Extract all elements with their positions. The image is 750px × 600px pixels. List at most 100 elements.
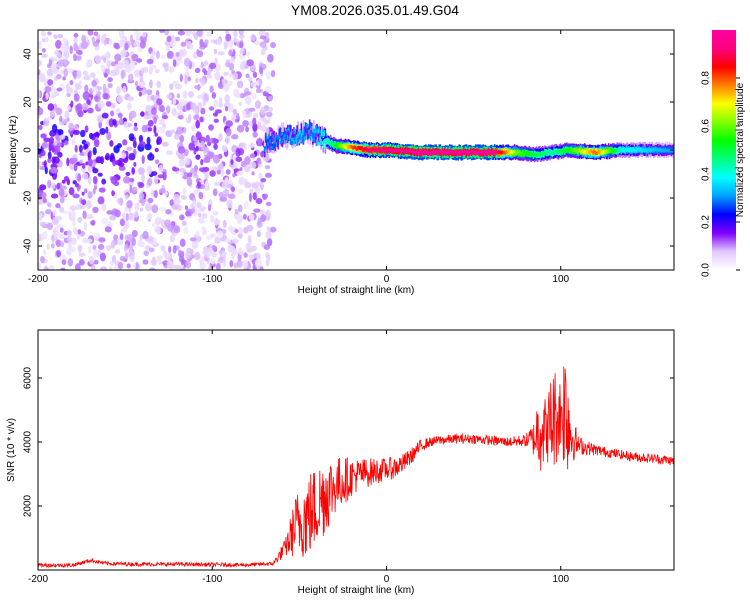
ridge-segment	[305, 123, 308, 128]
noise-cell	[38, 90, 41, 99]
ridge-segment	[302, 137, 305, 144]
noise-cell	[113, 234, 119, 240]
noise-cell	[109, 69, 117, 77]
noise-cell	[244, 155, 251, 165]
noise-cell	[183, 149, 189, 157]
noise-cell	[197, 212, 202, 218]
noise-cell	[44, 266, 49, 270]
ridge-segment	[272, 134, 274, 139]
noise-cell	[120, 69, 126, 79]
noise-cell	[38, 124, 43, 131]
noise-cell	[160, 219, 166, 228]
noise-cell	[249, 142, 255, 149]
ridge-segment	[617, 147, 619, 152]
ridge-segment	[435, 150, 437, 154]
noise-cell	[82, 172, 89, 180]
noise-cell	[50, 166, 58, 174]
ridge-segment	[267, 142, 269, 146]
ridge-segment	[550, 151, 552, 155]
x-tick-label: 100	[552, 274, 569, 285]
noise-cell	[237, 188, 244, 194]
ridge-segment	[285, 133, 288, 141]
noise-cell	[154, 147, 159, 153]
noise-cell	[190, 102, 197, 111]
ridge-segment	[581, 149, 584, 153]
noise-cell	[141, 173, 145, 183]
noise-cell	[233, 88, 239, 93]
noise-cell	[38, 233, 42, 243]
noise-cell	[208, 124, 214, 131]
noise-cell	[56, 87, 63, 92]
noise-cell	[139, 207, 144, 212]
ridge-segment	[271, 132, 273, 143]
noise-cell	[206, 70, 212, 76]
noise-cell	[229, 260, 234, 268]
noise-cell	[144, 143, 152, 151]
noise-cell	[252, 71, 258, 78]
ridge-segment	[632, 148, 635, 152]
noise-cell	[213, 48, 218, 55]
ridge-segment	[621, 148, 624, 153]
ridge-segment	[420, 151, 423, 155]
ridge-segment	[487, 149, 490, 154]
ridge-segment	[295, 137, 297, 142]
noise-cell	[40, 133, 47, 139]
noise-cell	[206, 251, 211, 259]
noise-cell	[81, 34, 86, 43]
ridge-segment	[402, 148, 405, 153]
ridge-segment	[456, 150, 458, 155]
ridge-segment	[645, 148, 648, 152]
noise-cell	[195, 154, 201, 160]
noise-cell	[182, 187, 187, 196]
ridge-segment	[374, 148, 377, 153]
noise-cell	[168, 245, 172, 254]
noise-cell	[138, 134, 144, 143]
ridge-segment	[401, 149, 404, 153]
noise-cell	[180, 41, 187, 47]
noise-cell	[104, 226, 112, 233]
noise-cell	[111, 190, 115, 197]
ridge-segment	[322, 131, 325, 139]
noise-cell	[105, 126, 109, 134]
ridge-segment	[535, 153, 538, 158]
noise-cell	[147, 177, 153, 187]
noise-cell	[60, 43, 68, 53]
noise-cell	[159, 30, 165, 34]
ridge-segment	[457, 151, 459, 156]
ridge-segment	[618, 148, 620, 153]
noise-cell	[156, 98, 163, 106]
noise-cell	[84, 84, 89, 94]
ridge-segment	[346, 144, 349, 149]
ridge-segment	[648, 148, 651, 153]
ridge-segment	[667, 149, 670, 153]
noise-cell	[200, 107, 206, 115]
ridge-segment	[266, 135, 268, 140]
noise-cell	[229, 245, 236, 252]
noise-cell	[216, 37, 222, 46]
noise-cell	[128, 153, 136, 161]
ridge-segment	[575, 148, 578, 153]
noise-cell	[235, 156, 243, 162]
noise-cell	[107, 77, 113, 83]
noise-cell	[185, 157, 191, 166]
noise-cell	[55, 39, 62, 49]
ridge-segment	[268, 138, 270, 146]
noise-cell	[103, 72, 108, 78]
ridge-segment	[306, 129, 309, 140]
noise-cell	[196, 30, 203, 37]
noise-cell	[267, 116, 271, 122]
noise-cell	[252, 131, 258, 138]
ridge-segment	[327, 141, 330, 145]
noise-cell	[249, 153, 256, 159]
noise-cell	[51, 234, 55, 243]
ridge-segment	[387, 149, 389, 153]
ridge-segment	[321, 141, 324, 145]
noise-cell	[204, 39, 209, 45]
noise-cell	[228, 39, 234, 48]
ridge-segment	[355, 147, 358, 151]
ridge-segment	[349, 144, 352, 149]
noise-cell	[179, 214, 185, 221]
noise-cell	[210, 39, 216, 44]
